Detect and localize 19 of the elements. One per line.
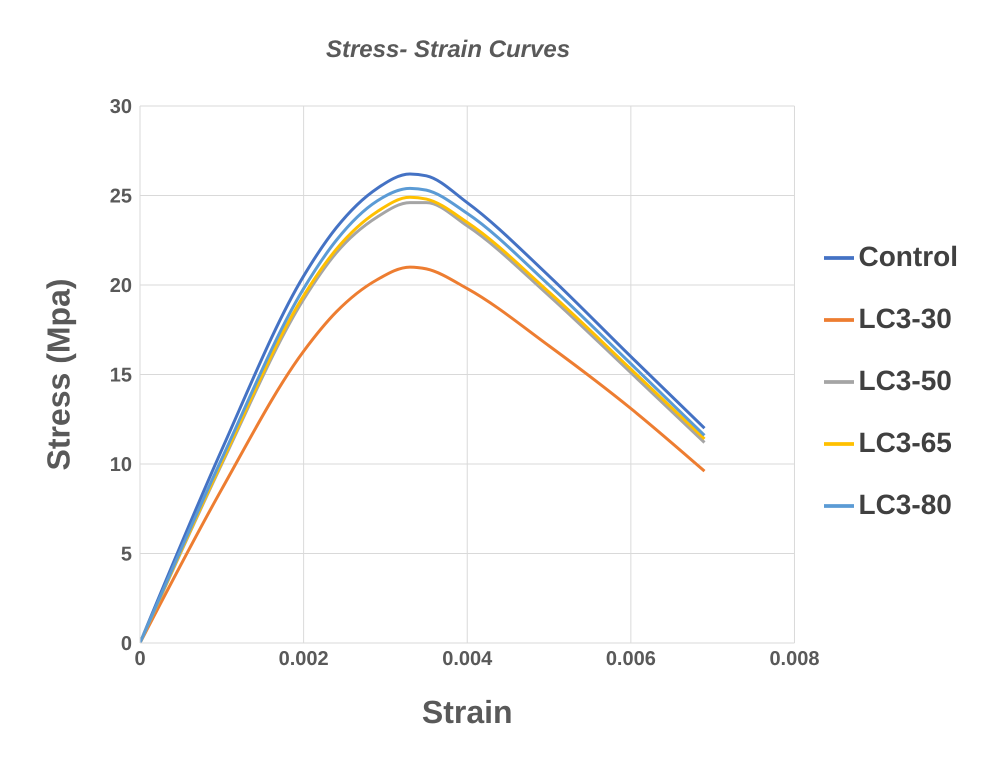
- legend-label: LC3-65: [858, 426, 952, 458]
- x-tick-label: 0.002: [278, 648, 329, 670]
- x-tick-label: 0.006: [606, 648, 656, 670]
- y-tick-label: 0: [120, 633, 132, 656]
- legend-label: LC3-80: [858, 488, 952, 520]
- x-axis-title: Strain: [422, 694, 513, 730]
- legend-label: Control: [858, 240, 958, 272]
- y-tick-label: 15: [110, 364, 132, 387]
- y-tick-label: 20: [110, 275, 132, 298]
- y-tick-label: 25: [110, 186, 132, 208]
- legend-label: LC3-30: [858, 302, 952, 334]
- legend-label: LC3-50: [858, 364, 952, 396]
- y-tick-label: 10: [110, 454, 132, 476]
- y-axis-title: Stress (Mpa): [40, 278, 76, 471]
- chart-title: Stress- Strain Curves: [324, 36, 572, 64]
- x-tick-label: 0.008: [769, 648, 820, 670]
- y-tick-label: 30: [110, 96, 132, 118]
- y-tick-label: 5: [120, 544, 132, 566]
- x-tick-label: 0.004: [442, 648, 494, 670]
